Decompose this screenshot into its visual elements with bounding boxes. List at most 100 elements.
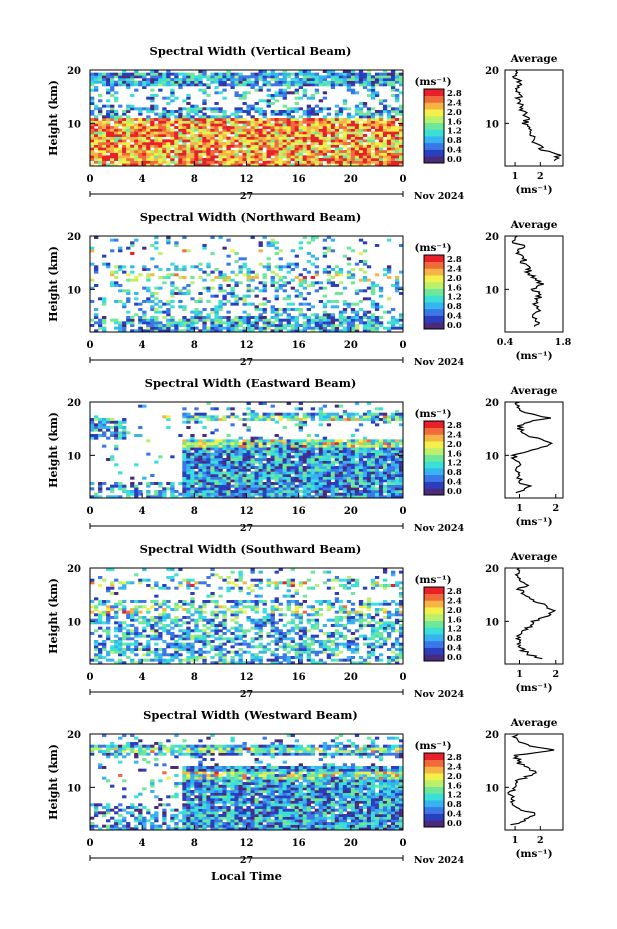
- heatmap-cell: [262, 471, 267, 475]
- heatmap-cell: [206, 474, 211, 477]
- heatmap-cell: [346, 150, 352, 153]
- heatmap-cell: [110, 640, 115, 643]
- heatmap-cell: [382, 468, 388, 472]
- heatmap-cell: [366, 479, 372, 483]
- heatmap-cell: [278, 118, 283, 121]
- heatmap-cell: [118, 626, 123, 630]
- heatmap-cell: [114, 578, 119, 582]
- heatmap-cell: [94, 642, 99, 646]
- heatmap-cell: [142, 316, 147, 319]
- heatmap-cell: [90, 150, 95, 153]
- heatmap-cell: [158, 495, 163, 499]
- heatmap-cell: [282, 152, 287, 156]
- heatmap-cell: [114, 661, 119, 665]
- x-tick-label: 0: [87, 506, 94, 517]
- heatmap-cell: [362, 460, 368, 464]
- heatmap-cell: [354, 460, 360, 464]
- heatmap-cell: [298, 450, 303, 453]
- heatmap-cell: [166, 418, 171, 421]
- heatmap-cell: [162, 310, 167, 314]
- heatmap-cell: [326, 246, 332, 250]
- heatmap-cell: [362, 324, 368, 327]
- heatmap-cell: [130, 629, 135, 633]
- heatmap-cell: [330, 313, 336, 317]
- heatmap-cell: [298, 144, 303, 148]
- heatmap-cell: [206, 86, 211, 89]
- heatmap-cell: [94, 142, 99, 145]
- heatmap-cell: [326, 120, 332, 124]
- heatmap-cell: [290, 80, 295, 84]
- heatmap-cell: [366, 476, 372, 480]
- heatmap-cell: [350, 88, 356, 92]
- heatmap-cell: [202, 83, 207, 87]
- heatmap-cell: [178, 78, 183, 81]
- heatmap-cell: [178, 268, 183, 271]
- heatmap-cell: [126, 78, 131, 81]
- heatmap-cell: [190, 134, 195, 137]
- heatmap-cell: [330, 118, 336, 121]
- heatmap-cell: [358, 75, 364, 79]
- heatmap-cell: [170, 284, 175, 287]
- heatmap-cell: [258, 107, 263, 111]
- heatmap-cell: [266, 152, 271, 156]
- heatmap-cell: [162, 281, 167, 285]
- heatmap-cell: [214, 468, 219, 472]
- heatmap-cell: [130, 152, 135, 156]
- heatmap-cell: [322, 460, 328, 464]
- heatmap-cell: [318, 412, 324, 416]
- heatmap-cell: [90, 112, 95, 116]
- heatmap-cell: [282, 452, 287, 456]
- heatmap-cell: [114, 482, 119, 485]
- heatmap-cell: [114, 423, 119, 427]
- heatmap-cell: [246, 479, 251, 483]
- heatmap-cell: [246, 136, 251, 140]
- heatmap-cell: [354, 126, 360, 129]
- heatmap-cell: [342, 150, 348, 153]
- heatmap-cell: [298, 147, 303, 151]
- heatmap-cell: [366, 402, 372, 405]
- heatmap-cell: [118, 268, 123, 271]
- heatmap-cell: [182, 324, 187, 327]
- heatmap-cell: [358, 479, 364, 483]
- heatmap-cell: [230, 289, 235, 293]
- heatmap-cell: [214, 439, 219, 443]
- heatmap-cell: [138, 120, 143, 124]
- colorbar-swatch: [424, 454, 444, 462]
- heatmap-cell: [298, 479, 303, 483]
- heatmap-cell: [110, 115, 115, 119]
- heatmap-cell: [158, 128, 163, 132]
- heatmap-cell: [118, 471, 123, 475]
- heatmap-cell: [254, 482, 259, 485]
- heatmap-cell: [250, 104, 255, 108]
- heatmap-cell: [314, 289, 320, 293]
- heatmap-cell: [254, 118, 259, 121]
- heatmap-cell: [166, 624, 171, 627]
- heatmap-cell: [374, 120, 380, 124]
- heatmap-cell: [322, 302, 328, 306]
- heatmap-cell: [234, 118, 239, 121]
- heatmap-cell: [390, 144, 396, 148]
- heatmap-cell: [218, 463, 223, 467]
- heatmap-cell: [106, 621, 111, 625]
- heatmap-cell: [130, 150, 135, 153]
- heatmap-cell: [394, 412, 400, 416]
- heatmap-cell: [234, 329, 239, 333]
- heatmap-cell: [146, 115, 151, 119]
- heatmap-cell: [150, 244, 155, 247]
- heatmap-cell: [386, 415, 392, 419]
- heatmap-cell: [170, 637, 175, 641]
- heatmap-cell: [118, 329, 123, 333]
- heatmap-cell: [250, 316, 255, 319]
- heatmap-cell: [306, 452, 311, 456]
- heatmap-cell: [298, 115, 303, 119]
- heatmap-cell: [354, 91, 360, 95]
- heatmap-cell: [286, 110, 291, 113]
- heatmap-cell: [318, 447, 324, 451]
- heatmap-cell: [266, 136, 271, 140]
- heatmap-cell: [110, 592, 115, 595]
- heatmap-cell: [310, 447, 316, 451]
- heatmap-cell: [386, 479, 392, 483]
- heatmap-cell: [234, 94, 239, 97]
- heatmap-cell: [342, 118, 348, 121]
- heatmap-cell: [390, 460, 396, 464]
